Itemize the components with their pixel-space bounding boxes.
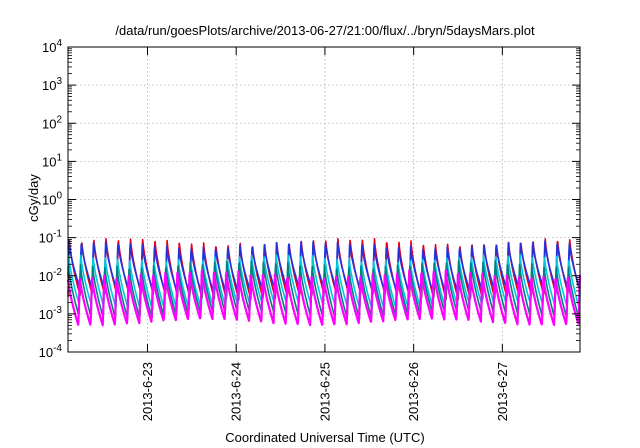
y-tick-label: 104 (42, 38, 62, 55)
x-tick-label: 2013-6-26 (406, 362, 421, 421)
chart-title: /data/run/goesPlots/archive/2013-06-27/2… (115, 23, 535, 38)
y-tick-label: 103 (42, 76, 62, 93)
y-axis: 10-4 10-3 10-2 10-1 100 101 102 103 104 (39, 38, 580, 360)
series-line (66, 269, 582, 327)
plot-area (66, 237, 582, 327)
y-tick-label: 102 (42, 114, 62, 131)
x-tick-label: 2013-6-23 (140, 362, 155, 421)
y-tick-label: 10-3 (39, 305, 63, 322)
y-tick-label: 10-4 (39, 343, 63, 360)
y-tick-label: 101 (42, 152, 62, 169)
x-tick-label: 2013-6-25 (317, 362, 332, 421)
y-tick-label: 10-1 (39, 229, 63, 246)
x-axis-label: Coordinated Universal Time (UTC) (225, 430, 424, 445)
x-tick-label: 2013-6-24 (229, 362, 244, 421)
y-tick-label: 100 (42, 191, 62, 208)
x-tick-label: 2013-6-27 (495, 362, 510, 421)
x-axis: 2013-6-23 2013-6-24 2013-6-25 2013-6-26 2013… (140, 47, 510, 421)
y-axis-label: cGy/day (26, 174, 41, 222)
y-tick-label: 10-2 (39, 267, 63, 284)
